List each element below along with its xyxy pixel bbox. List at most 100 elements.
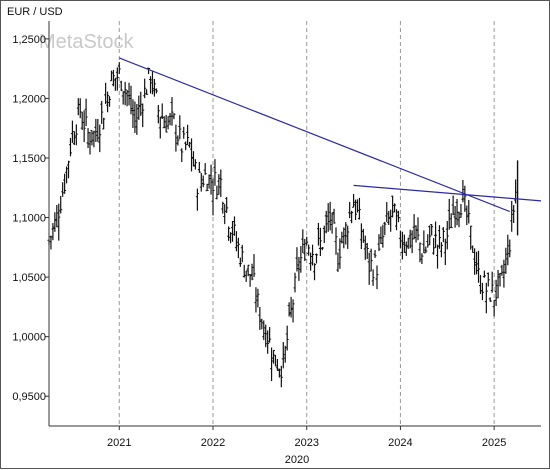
price-bar [336, 252, 340, 272]
price-bar [139, 91, 143, 116]
price-bar [469, 225, 473, 250]
price-bar [191, 151, 195, 167]
price-bar [471, 245, 475, 253]
x-tick-label: 2024 [388, 437, 412, 449]
price-bar [127, 82, 131, 106]
price-bar [244, 270, 248, 282]
price-bar [396, 210, 400, 223]
price-bar [273, 354, 277, 367]
price-bar [426, 234, 430, 248]
price-bar [72, 131, 76, 145]
price-bar [301, 229, 305, 253]
price-bar [512, 205, 516, 223]
price-bar [67, 160, 71, 179]
price-bars [47, 62, 519, 388]
price-bar [277, 368, 281, 378]
price-bar [61, 182, 65, 197]
price-bar [262, 320, 266, 341]
price-bar [143, 78, 147, 99]
price-bar [436, 244, 440, 269]
x-tick-label: 2021 [107, 437, 131, 449]
price-bar [441, 227, 445, 243]
price-bar [70, 120, 74, 143]
price-bar [344, 222, 348, 245]
price-bar [96, 118, 100, 142]
price-bar [391, 195, 395, 218]
price-bar [51, 223, 55, 241]
price-bar [359, 223, 363, 250]
price-bar [260, 318, 264, 330]
price-bar [449, 213, 453, 229]
price-bar [398, 230, 402, 248]
price-bar [256, 288, 260, 308]
price-bar [496, 269, 500, 299]
price-bar [406, 237, 410, 249]
price-bar [510, 200, 514, 232]
price-bar [149, 76, 153, 94]
price-bar [279, 365, 283, 388]
price-bar [154, 88, 158, 94]
price-bar [178, 115, 182, 140]
y-tick-label: 1,0500 [12, 272, 46, 284]
price-bar [141, 103, 145, 128]
price-bar [168, 112, 172, 126]
price-bar [457, 211, 461, 228]
price-bar [94, 118, 98, 143]
price-bar [314, 253, 318, 264]
price-bar [348, 201, 352, 219]
price-bar [156, 104, 160, 124]
price-bar [74, 124, 78, 146]
price-bar [195, 188, 199, 211]
price-bar [248, 274, 252, 287]
price-bar [266, 330, 270, 354]
grid-layer [118, 21, 495, 426]
price-bar [486, 272, 490, 287]
price-bar [381, 224, 385, 248]
price-bar [236, 237, 240, 259]
price-bar [482, 270, 486, 278]
price-bar [451, 195, 455, 216]
price-bar [123, 81, 127, 106]
price-bar [480, 282, 484, 301]
price-bar [332, 208, 336, 224]
price-bar [162, 116, 166, 129]
price-bar [264, 324, 268, 348]
price-bar [184, 141, 188, 151]
price-bar [387, 210, 391, 226]
price-bar [371, 269, 375, 286]
price-bar [238, 257, 242, 267]
price-bar [498, 272, 502, 287]
price-bar [369, 248, 373, 272]
price-bar [117, 62, 121, 75]
price-bar [432, 238, 436, 255]
price-bar [98, 124, 102, 153]
price-bar [152, 78, 156, 97]
price-bar [199, 172, 203, 192]
price-bar [490, 271, 494, 293]
price-bar [219, 169, 223, 198]
price-bar [383, 221, 387, 236]
price-bar [125, 90, 129, 107]
price-bar [285, 325, 289, 351]
price-bar [291, 299, 295, 323]
price-bar [303, 238, 307, 261]
price-bar [68, 137, 72, 157]
price-bar [133, 101, 137, 133]
price-bar [313, 263, 317, 281]
price-bar [492, 299, 496, 317]
price-bar [365, 242, 369, 259]
price-bar [225, 197, 229, 213]
price-bar [322, 225, 326, 244]
x-tick-label: 2023 [294, 437, 318, 449]
price-bar [217, 174, 221, 195]
price-bar [80, 111, 84, 131]
price-bar [352, 193, 356, 208]
price-bar [473, 248, 477, 275]
price-bar [379, 226, 383, 244]
price-bar [55, 205, 59, 228]
price-bar [307, 244, 311, 256]
price-bar [119, 80, 123, 92]
price-bar [289, 296, 293, 318]
price-bar [186, 124, 190, 146]
